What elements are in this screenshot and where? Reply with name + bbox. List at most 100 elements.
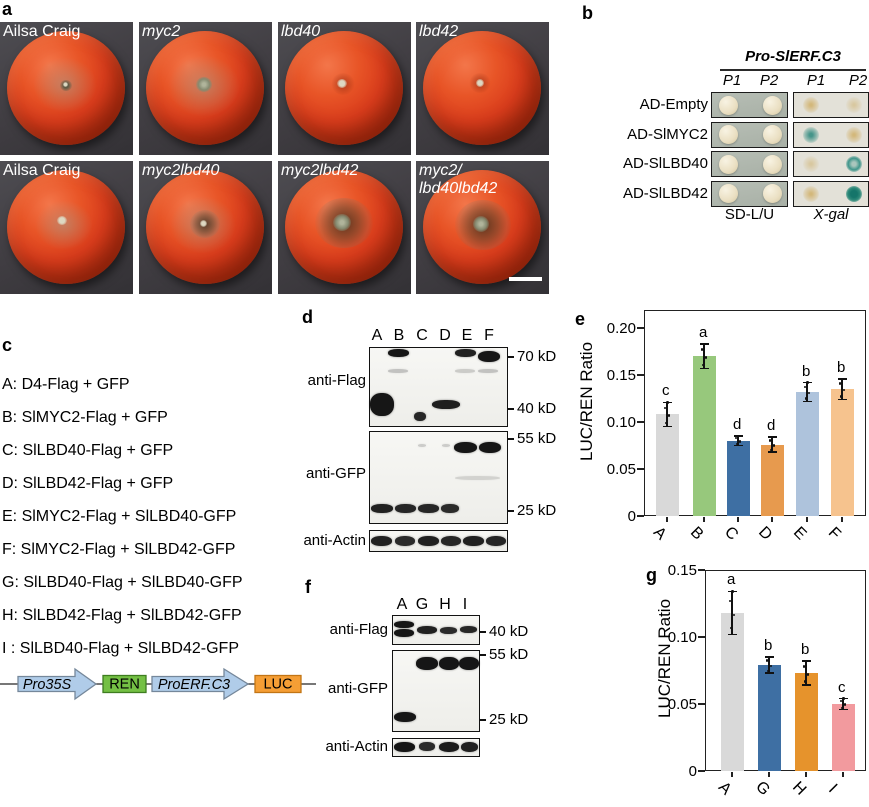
significance-letter: a <box>727 571 736 589</box>
protein-band <box>394 621 414 628</box>
sd-plate-strip <box>711 92 788 118</box>
anti-actin-blot <box>392 738 480 757</box>
proerfc3-promoter-arrow <box>151 667 250 701</box>
genotype-label: Ailsa Craig <box>3 23 81 40</box>
mold-spot <box>333 214 351 231</box>
error-bar <box>737 436 739 446</box>
mold-spot <box>196 77 212 92</box>
significance-letter: d <box>767 417 776 435</box>
tomato-fruit <box>423 170 541 284</box>
y-axis-tick <box>698 636 705 638</box>
data-point <box>768 655 771 659</box>
antibody-label: anti-Actin <box>325 738 388 755</box>
protein-band <box>455 369 475 373</box>
error-bar <box>805 661 807 686</box>
lane-label: G <box>415 596 429 613</box>
yeast-colony <box>762 95 782 115</box>
y-axis-tick-label: 0 <box>688 763 697 780</box>
xgal-filter-strip <box>793 151 869 177</box>
x-axis-category-label: A <box>649 523 670 544</box>
data-point <box>840 706 844 709</box>
ren-gene-box <box>102 674 147 694</box>
error-bar <box>768 657 770 674</box>
protein-band <box>455 349 476 357</box>
marker-tick <box>480 631 486 633</box>
genotype-label: myc2lbd40 <box>142 162 220 179</box>
protein-band <box>394 742 415 752</box>
x-axis-category-label: C <box>721 523 742 544</box>
data-point <box>731 590 734 593</box>
promoter-fragment-label: P2 <box>848 72 868 89</box>
marker-tick <box>508 438 514 440</box>
antibody-label: anti-Actin <box>303 532 366 549</box>
header-underline <box>720 69 866 71</box>
protein-band <box>432 400 460 409</box>
protein-band <box>478 351 500 362</box>
protein-band <box>388 349 409 357</box>
x-axis-tick <box>805 772 807 777</box>
error-bar-cap <box>764 672 774 674</box>
molecular-weight-label: 40 kD <box>489 623 529 640</box>
xgal-spot <box>846 185 862 202</box>
xgal-spot <box>803 97 819 113</box>
marker-tick <box>480 654 486 656</box>
y-axis-tick <box>637 421 644 423</box>
ad-construct-label: AD-SlMYC2 <box>627 125 708 143</box>
error-bar-cap <box>802 400 812 403</box>
x-axis-category-label: I <box>824 781 841 797</box>
panel-g-label: g <box>646 565 657 585</box>
yeast-colony <box>762 154 782 174</box>
x-axis-tick <box>666 517 668 522</box>
error-bar-cap <box>699 367 709 370</box>
xgal-filter-strip <box>793 180 869 207</box>
protein-band <box>460 626 477 633</box>
tomato-photo: Ailsa Craig <box>0 161 133 294</box>
data-point <box>769 448 773 452</box>
tomato-fruit <box>7 170 125 284</box>
data-point <box>771 435 774 439</box>
calyx-area <box>57 216 67 225</box>
x-axis-tick <box>771 517 773 522</box>
data-point <box>839 699 843 703</box>
data-point <box>804 397 808 400</box>
protein-band <box>414 412 426 421</box>
x-axis-tick <box>768 772 770 777</box>
x-axis-tick <box>806 517 808 522</box>
y-axis-tick-label: 0 <box>627 508 636 525</box>
calyx-area <box>476 79 484 87</box>
lane-label: D <box>439 327 451 344</box>
construct-list-item: A: D4-Flag + GFP <box>2 376 130 393</box>
genotype-label: myc2 <box>142 23 181 40</box>
x-axis-tick <box>703 517 705 522</box>
protein-band <box>461 742 478 752</box>
tomato-fruit <box>423 31 541 145</box>
bar-I <box>831 704 855 771</box>
bar-D <box>760 444 784 516</box>
tomato-photo: lbd40 <box>278 22 411 155</box>
error-bar <box>842 698 844 710</box>
data-point <box>738 440 742 443</box>
protein-band <box>478 369 498 373</box>
error-bar <box>731 591 733 635</box>
tomato-fruit <box>285 170 403 284</box>
y-axis-tick <box>698 569 705 571</box>
ad-construct-label: AD-Empty <box>639 96 708 113</box>
data-point <box>734 436 738 440</box>
construct-list-item: G: SlLBD40-Flag + SlLBD40-GFP <box>2 574 243 591</box>
molecular-weight-label: 55 kD <box>517 430 557 447</box>
data-point <box>769 664 773 668</box>
genotype-label: myc2/lbd40lbd42 <box>419 162 498 197</box>
ad-construct-label: AD-SlLBD40 <box>622 155 708 172</box>
plate-label-sd: SD-L/U <box>724 206 775 223</box>
error-bar-cap <box>801 684 811 686</box>
protein-band <box>371 536 392 546</box>
scale-bar <box>509 277 542 281</box>
xgal-spot <box>803 185 819 202</box>
error-bar <box>771 437 773 453</box>
lane-label: H <box>439 596 451 613</box>
tomato-fruit <box>146 31 264 145</box>
lane-label: I <box>462 596 468 613</box>
tomato-photo: lbd42 <box>416 22 549 155</box>
